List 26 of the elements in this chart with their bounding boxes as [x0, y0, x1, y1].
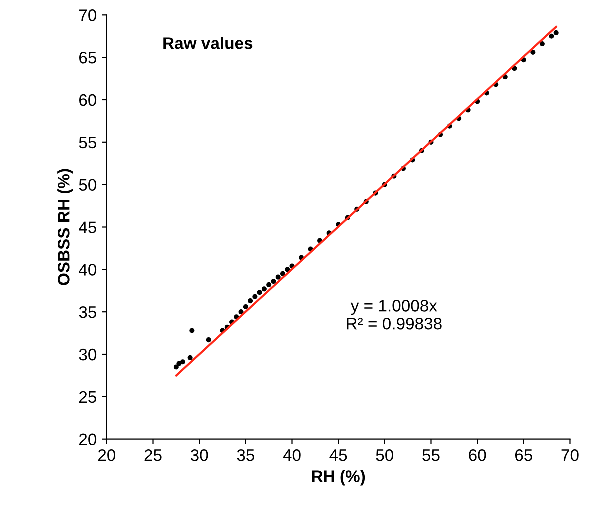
y-tick-label: 50	[79, 179, 97, 192]
y-tick-label: 45	[79, 222, 96, 234]
x-tick-label: 35	[237, 450, 254, 462]
x-tick-label: 65	[515, 450, 532, 462]
x-tick-label: 50	[376, 450, 394, 462]
x-tick-label: 60	[469, 450, 486, 462]
x-tick-label: 20	[98, 450, 116, 462]
x-tick-label: 25	[144, 450, 162, 462]
annotation: y = 1.0008x R² = 0.99838	[347, 300, 442, 330]
y-tick-label: 25	[80, 391, 96, 404]
y-tick-label: 20	[80, 434, 97, 446]
y-tick-label: 55	[79, 136, 96, 149]
y-tick-label: 65	[80, 52, 96, 64]
y-tick-label: 35	[79, 306, 96, 318]
x-tick-label: 55	[422, 450, 440, 462]
x-axis-title: RH (%)	[312, 470, 366, 486]
y-tick-label: 70	[80, 10, 97, 22]
annotation: Raw values	[164, 37, 253, 50]
y-tick-label: 40	[79, 264, 97, 276]
y-tick-label: 30	[79, 348, 97, 361]
y-tick-label: 60	[80, 94, 97, 106]
x-tick-label: 40	[283, 450, 301, 462]
x-tick-label: 70	[562, 450, 579, 462]
x-tick-label: 45	[330, 450, 348, 462]
x-tick-label: 30	[190, 450, 208, 462]
y-axis-title: OSBSS RH (%)	[58, 169, 74, 286]
